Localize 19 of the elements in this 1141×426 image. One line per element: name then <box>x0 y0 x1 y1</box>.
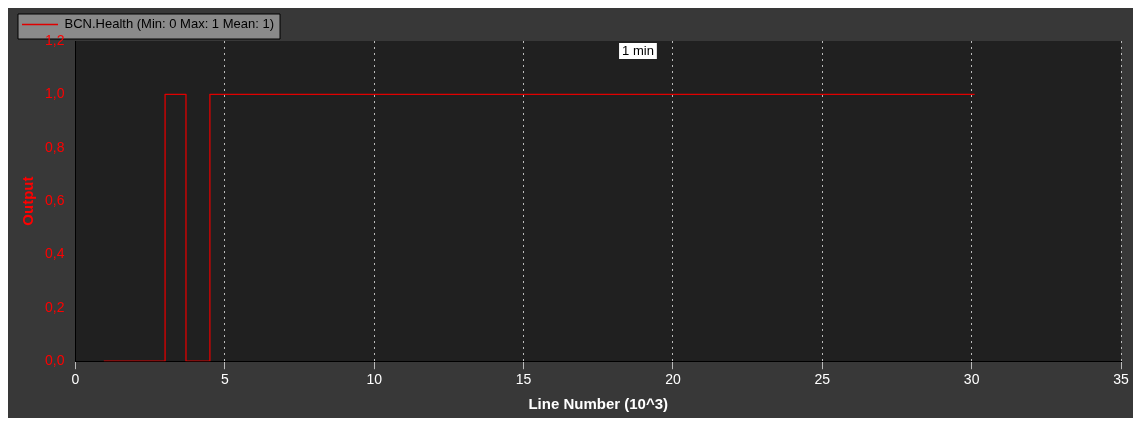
y-tick-label: 1,2 <box>44 31 65 48</box>
legend-label: BCN.Health (Min: 0 Max: 1 Mean: 1) <box>64 16 275 32</box>
x-tick-label: 30 <box>963 371 980 388</box>
x-tick-label: 20 <box>665 371 681 388</box>
x-tick-label: 15 <box>515 371 532 388</box>
y-tick-label: 1,0 <box>44 85 65 102</box>
x-tick-label: 0 <box>71 371 80 388</box>
x-tick-label: 35 <box>1113 371 1129 388</box>
x-tick-label: 5 <box>220 371 229 388</box>
y-tick-label: 0,4 <box>44 245 65 262</box>
y-tick-label: 0,0 <box>44 352 65 369</box>
y-tick-label: 0,6 <box>44 191 65 208</box>
x-axis-title: Line Number (10^3) <box>528 395 669 413</box>
x-tick-label: 25 <box>814 371 831 388</box>
y-tick-label: 0,8 <box>44 138 65 155</box>
annotation: 1 min <box>622 42 654 58</box>
y-axis-title: Output <box>19 176 37 226</box>
x-tick-label: 10 <box>366 371 383 388</box>
y-tick-label: 0,2 <box>44 298 65 315</box>
